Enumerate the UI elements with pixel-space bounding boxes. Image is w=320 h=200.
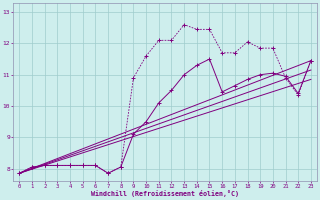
X-axis label: Windchill (Refroidissement éolien,°C): Windchill (Refroidissement éolien,°C): [91, 190, 239, 197]
